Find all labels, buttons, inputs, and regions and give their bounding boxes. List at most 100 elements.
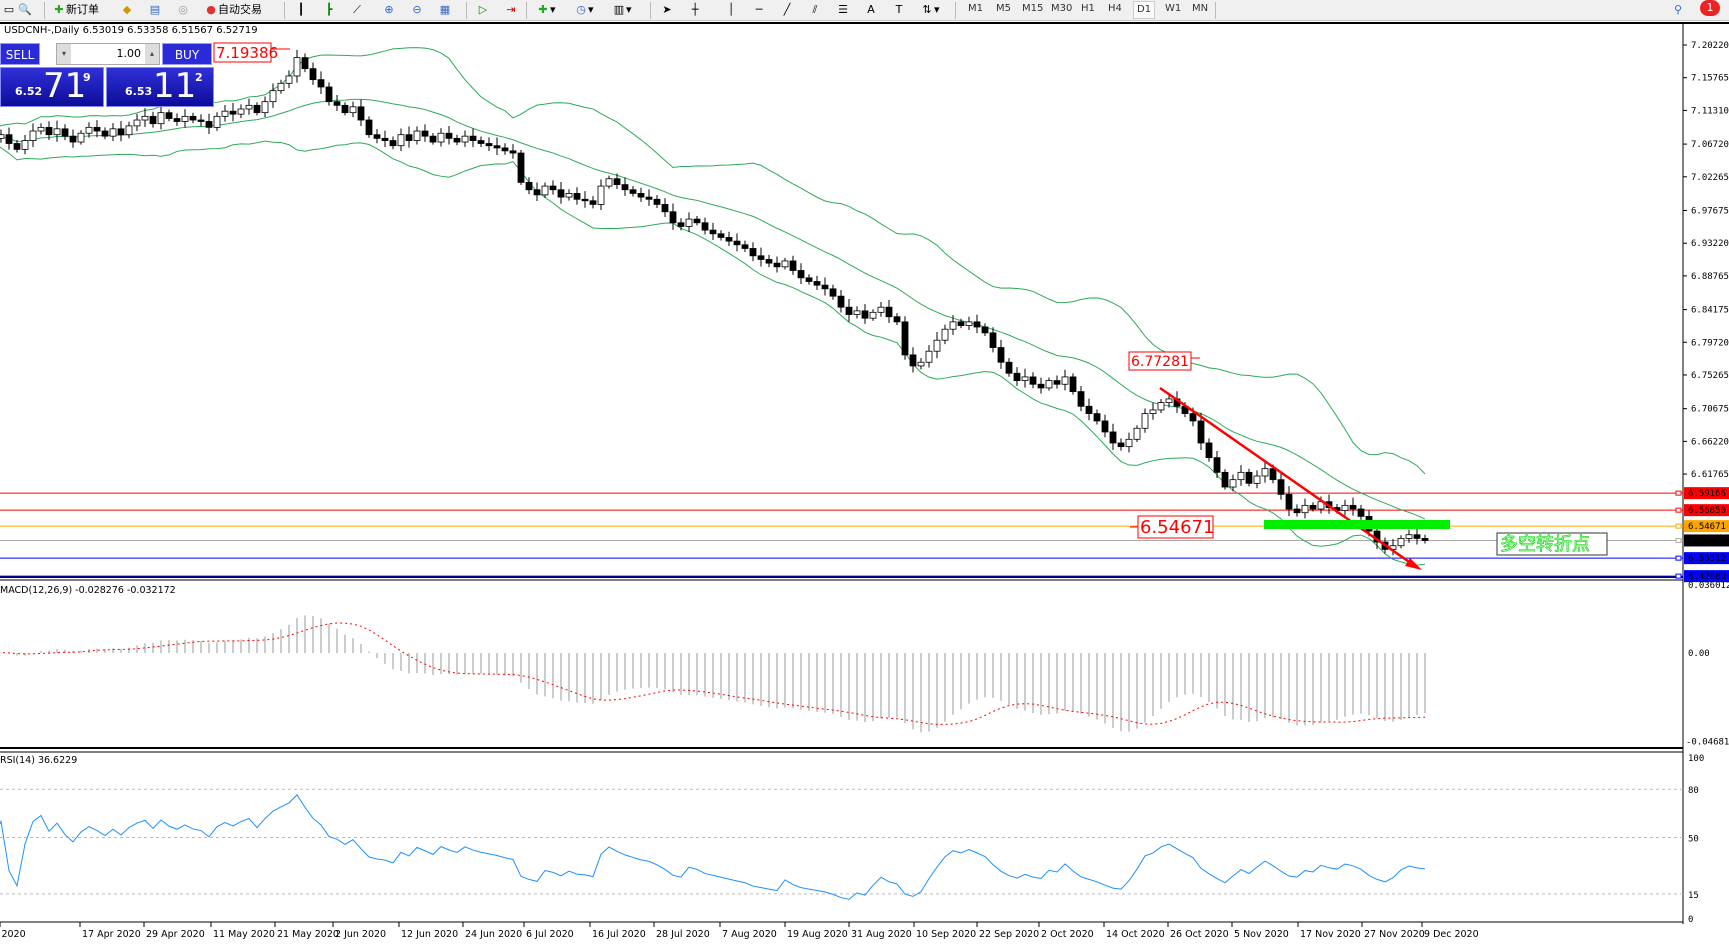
candle (469, 128, 477, 148)
candle-body (365, 119, 373, 136)
candle-body (197, 119, 205, 122)
zoom-in-icon[interactable]: ⊕ (384, 3, 394, 16)
chart-shift-icon[interactable]: ⇥ (506, 3, 516, 16)
candle-body (181, 115, 189, 122)
candle (741, 240, 749, 252)
timeframe-w1[interactable]: W1 (1165, 3, 1182, 14)
date-label: 9 Dec 2020 (1424, 929, 1479, 940)
date-label: 6 Jul 2020 (526, 929, 574, 940)
candle (1005, 358, 1013, 377)
templates-icon[interactable]: ▥ ▾ (613, 3, 632, 16)
lot-size-input[interactable]: ▾ 1.00 ▴ (56, 43, 160, 65)
timeframe-m15[interactable]: M15 (1022, 3, 1044, 14)
candle (573, 187, 581, 205)
text-label-icon[interactable]: T (895, 3, 903, 16)
timeframe-m5[interactable]: M5 (996, 3, 1011, 14)
candle-body (69, 135, 77, 143)
trendline-icon[interactable]: ╱ (783, 3, 791, 16)
horizontal-line-icon[interactable]: ─ (755, 3, 763, 16)
fibonacci-icon[interactable]: ☰ (838, 3, 848, 16)
tile-windows-icon[interactable]: ▦ (439, 3, 451, 16)
candle (605, 175, 613, 189)
candle-body (1165, 398, 1173, 404)
text-icon[interactable]: A (867, 3, 875, 16)
candle-body (901, 321, 909, 356)
timeframe-m1[interactable]: M1 (968, 3, 983, 14)
candle (133, 113, 141, 132)
timeframe-mn[interactable]: MN (1192, 3, 1209, 14)
sell-quote-pips: 71 (43, 66, 87, 106)
candle-body (381, 137, 389, 141)
candle (581, 191, 589, 208)
search-icon[interactable]: ⚲ (1674, 3, 1683, 16)
candle-body (957, 321, 965, 326)
zoom-out-icon[interactable]: ⊖ (412, 3, 422, 16)
line-chart-icon[interactable]: ⟋ (353, 3, 361, 16)
candle (645, 189, 653, 206)
auto-trading-button[interactable]: ● 自动交易 (204, 2, 262, 18)
new-order-button[interactable]: ✚ 新订单 (52, 2, 99, 18)
candle (1021, 368, 1029, 388)
candle-body (133, 119, 141, 127)
properties-icon[interactable]: ▭ (3, 3, 15, 16)
candle-body (533, 189, 541, 196)
buy-button[interactable]: BUY (162, 43, 212, 65)
candle (413, 126, 421, 145)
timeframe-d1[interactable]: D1 (1133, 1, 1156, 19)
candle-body (1301, 504, 1309, 514)
arrows-icon[interactable]: ⇅ ▾ (922, 3, 940, 16)
sell-button[interactable]: SELL (0, 43, 40, 65)
signals-icon[interactable]: ◎ (178, 3, 188, 16)
candle-body (1109, 431, 1117, 444)
candle (717, 230, 725, 241)
cursor-icon[interactable]: ➤ (662, 3, 672, 16)
date-label: 2 Jun 2020 (335, 929, 386, 940)
candle (1157, 399, 1165, 414)
date-label: 16 Jul 2020 (592, 929, 646, 940)
price-tick-label: 6.93220 (1691, 239, 1729, 249)
crosshair-icon[interactable]: ┼ (691, 3, 699, 16)
candle (1405, 529, 1413, 543)
timeframe-h1[interactable]: H1 (1081, 3, 1095, 14)
price-label-bg (1684, 570, 1729, 583)
lot-decrease-icon[interactable]: ▾ (57, 44, 71, 64)
timeframe-h4[interactable]: H4 (1108, 3, 1122, 14)
rsi-tick-label: 100 (1688, 754, 1704, 764)
expert-icon[interactable]: ◆ (122, 3, 132, 16)
candle (1045, 377, 1053, 391)
candle (509, 144, 517, 159)
date-label: 29 Apr 2020 (146, 929, 205, 940)
vertical-line-icon[interactable]: │ (727, 3, 735, 16)
candle (333, 94, 341, 112)
equidistant-channel-icon[interactable]: ⫽ (812, 3, 818, 16)
candle-body (1261, 468, 1269, 477)
chart-window[interactable] (0, 22, 1729, 946)
sell-quote[interactable]: 6.52 71 9 (0, 66, 104, 107)
candle-body (949, 321, 957, 330)
indicators-icon[interactable]: ✚ ▾ (538, 3, 556, 16)
buy-quote[interactable]: 6.53 11 2 (106, 66, 214, 107)
candle (285, 70, 293, 89)
candle-body (157, 112, 165, 125)
candle-body (93, 126, 101, 132)
periods-icon[interactable]: ◷ ▾ (576, 3, 594, 16)
zoom-window-icon[interactable]: 🔍 (18, 3, 32, 16)
bar-chart-icon[interactable]: ┃ (297, 3, 305, 16)
candle (445, 126, 453, 145)
candle (309, 62, 317, 85)
candle (1237, 465, 1245, 486)
market-watch-icon[interactable]: ▤ (149, 3, 161, 16)
candlestick-icon[interactable]: ┣ (325, 3, 333, 16)
candle-body (5, 134, 13, 144)
bollinger-upper-band (0, 47, 1426, 475)
candle-body (301, 57, 309, 70)
lot-increase-icon[interactable]: ▴ (145, 44, 159, 64)
timeframe-m30[interactable]: M30 (1051, 3, 1073, 14)
auto-scroll-icon[interactable]: ▷ (478, 3, 488, 16)
candle (853, 306, 861, 319)
notification-badge[interactable]: 1 (1700, 0, 1720, 16)
price-tick-label: 6.61765 (1691, 470, 1729, 480)
date-label: 27 Nov 2020 (1364, 929, 1425, 940)
new-order-icon: ✚ (54, 3, 64, 16)
